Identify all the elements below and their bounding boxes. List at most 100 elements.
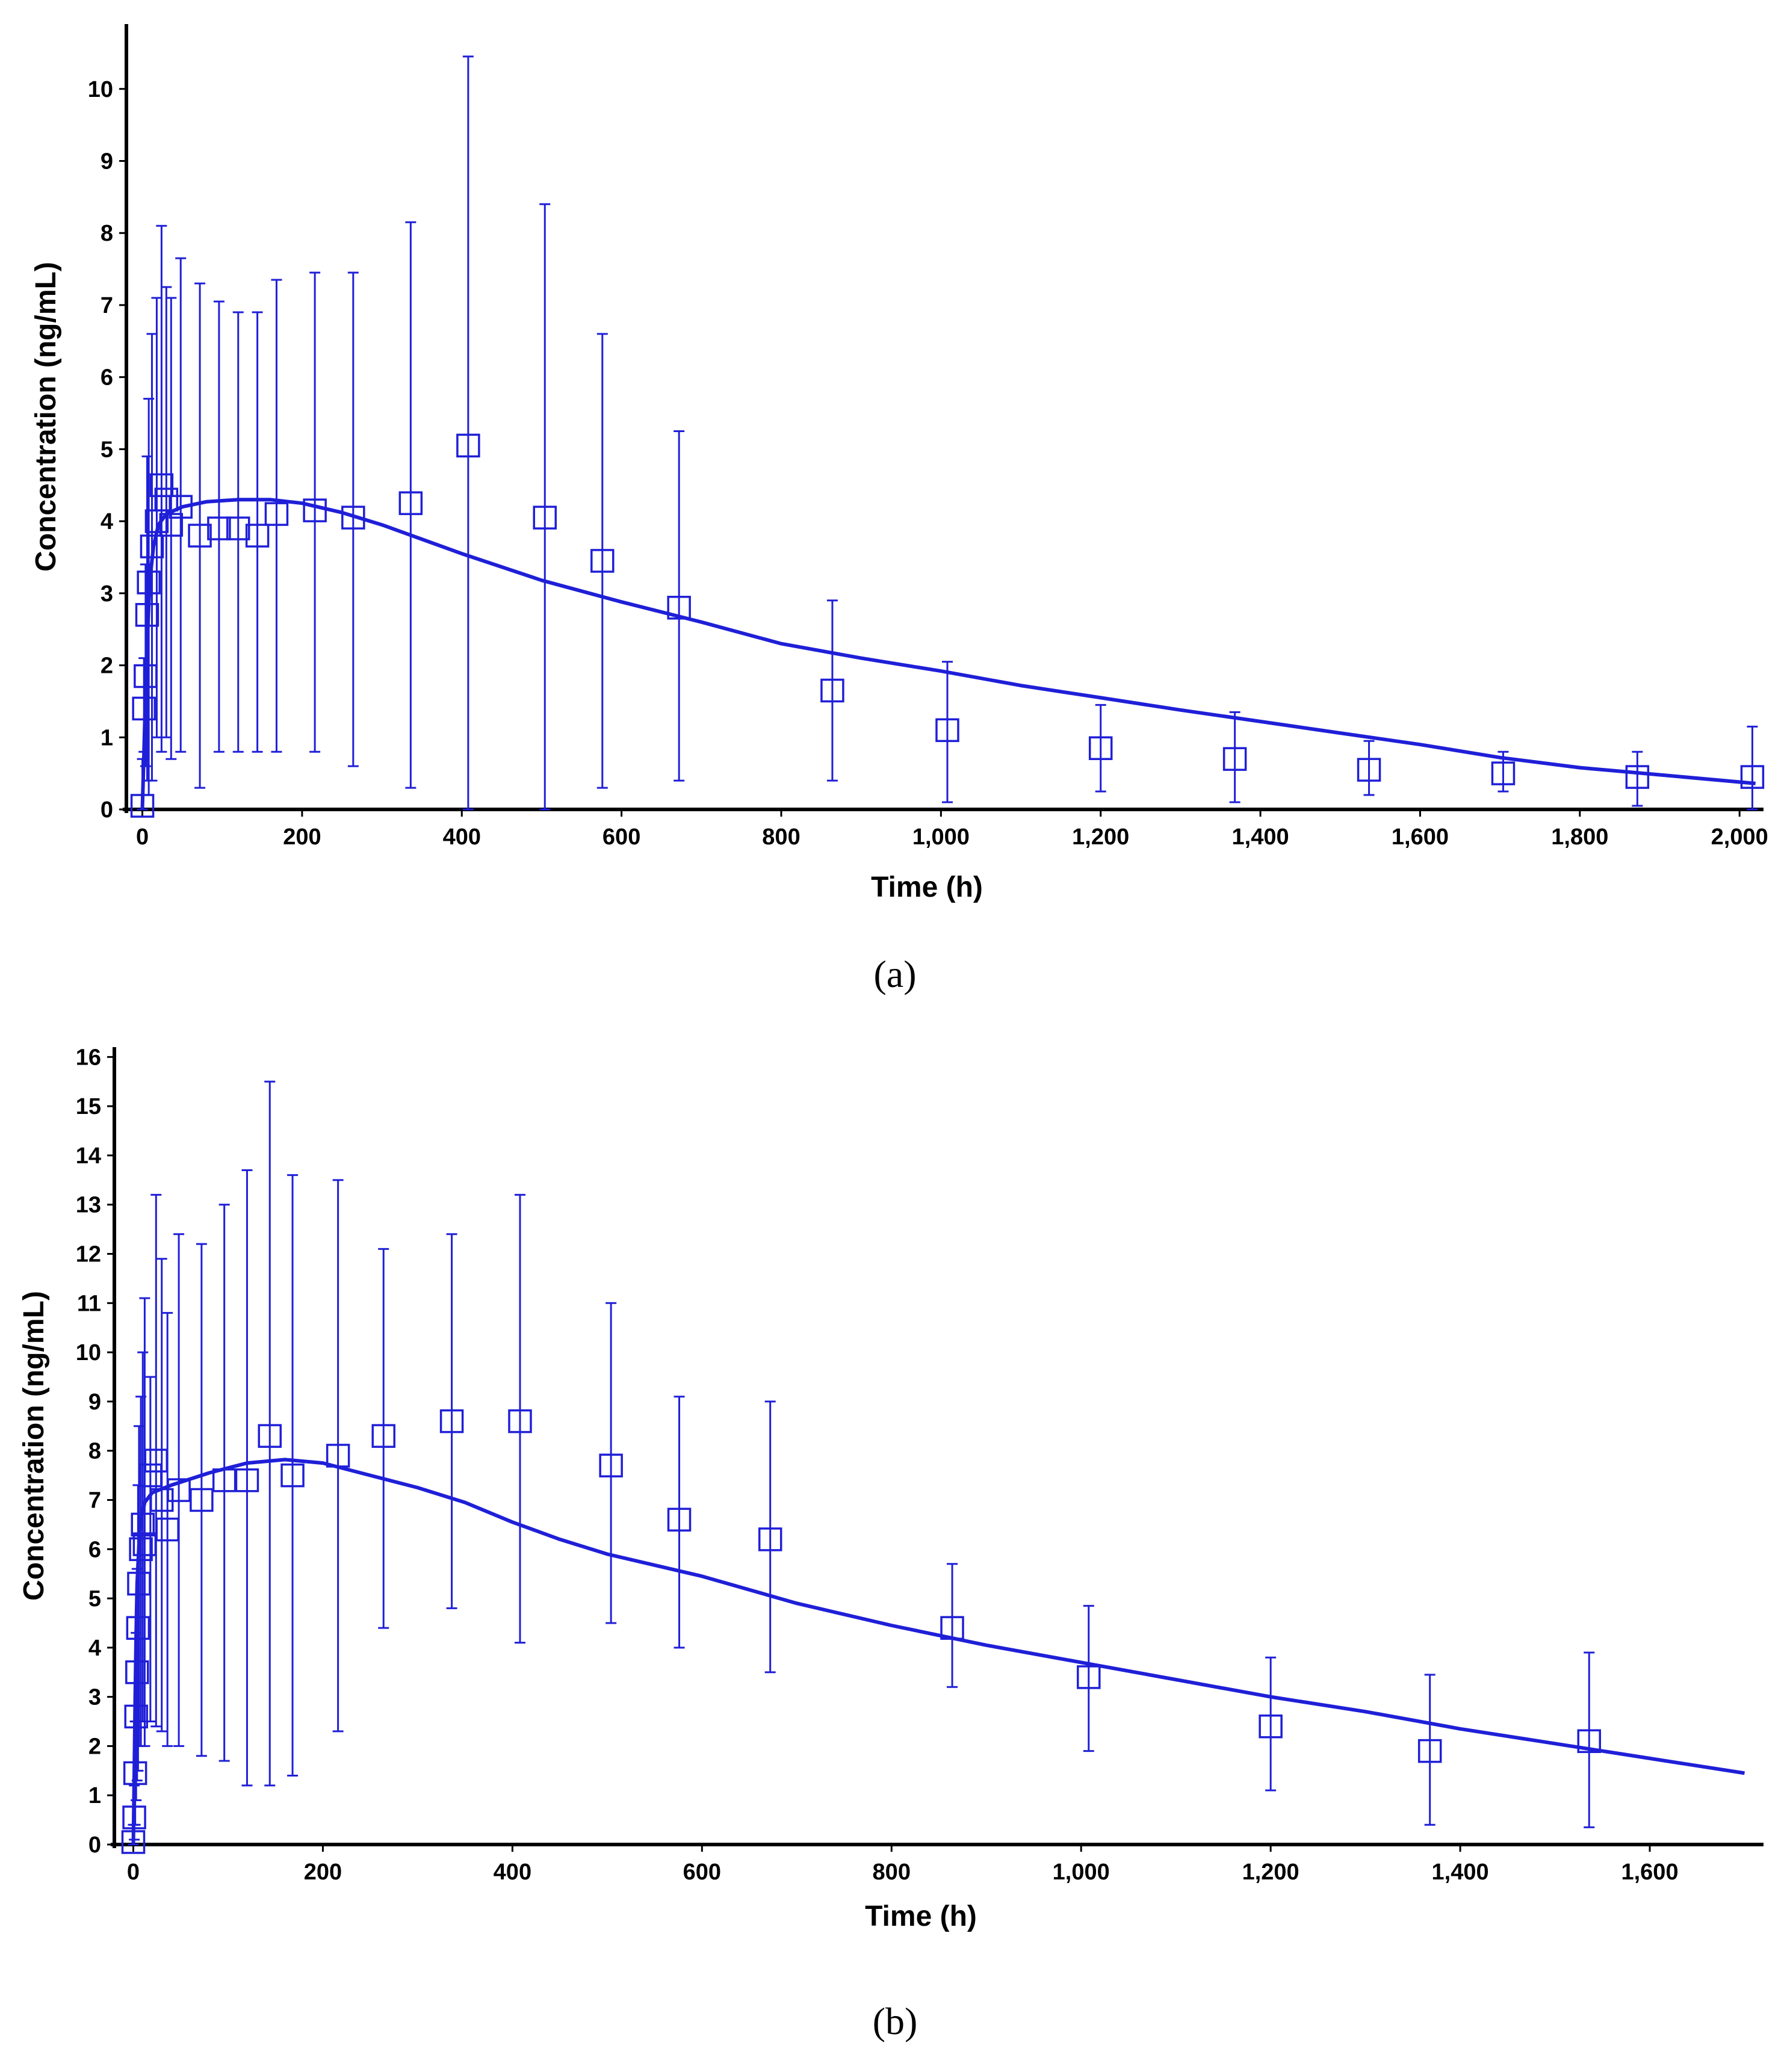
data-point	[439, 1233, 464, 1609]
data-marker	[533, 506, 557, 530]
x-tick-label: 1,000	[1053, 1860, 1110, 1885]
data-point	[1357, 740, 1381, 796]
data-point	[590, 333, 615, 789]
data-point	[169, 257, 193, 753]
y-axis-label: Concentration (ng/mL)	[30, 262, 62, 572]
x-tick-label: 400	[443, 824, 481, 850]
data-marker	[167, 1478, 191, 1502]
y-tick-label: 0	[101, 797, 113, 823]
y-tick-label: 15	[76, 1094, 101, 1119]
data-marker	[154, 487, 179, 512]
data-marker	[1491, 761, 1516, 785]
x-tick-label: 1,200	[1072, 824, 1129, 850]
data-marker	[226, 516, 250, 540]
x-tick-label: 1,600	[1621, 1860, 1678, 1885]
data-marker	[590, 549, 615, 573]
data-point	[533, 203, 557, 811]
x-tick-label: 1,200	[1242, 1860, 1299, 1885]
data-point	[758, 1400, 782, 1674]
data-marker	[1577, 1729, 1602, 1753]
data-point	[303, 271, 327, 753]
data-point	[188, 282, 212, 789]
data-point	[326, 1179, 350, 1733]
data-point	[1417, 1674, 1442, 1826]
y-tick-label: 13	[76, 1193, 101, 1218]
data-point	[190, 1243, 214, 1757]
data-point	[144, 1193, 169, 1728]
y-tick-label: 8	[88, 1439, 101, 1464]
y-tick-label: 0	[88, 1832, 101, 1858]
data-marker	[371, 1424, 395, 1448]
data-marker	[456, 433, 480, 458]
x-tick-label: 1,400	[1232, 824, 1289, 850]
x-axis-label: Time (h)	[865, 1900, 977, 1932]
data-point	[258, 1080, 282, 1787]
x-tick-label: 1,600	[1392, 824, 1449, 850]
y-tick-label: 2	[101, 654, 113, 679]
x-tick-label: 200	[283, 824, 321, 850]
y-tick-label: 3	[88, 1685, 101, 1710]
data-point	[159, 297, 184, 760]
data-marker	[508, 1409, 532, 1433]
data-marker	[149, 473, 174, 497]
y-tick-label: 4	[88, 1636, 101, 1661]
data-point	[280, 1174, 305, 1777]
x-tick-label: 2,000	[1711, 824, 1768, 850]
model-curve	[140, 498, 1756, 810]
data-marker	[667, 596, 691, 620]
data-point	[456, 55, 480, 811]
x-axis-label: Time (h)	[871, 871, 983, 903]
data-point	[155, 1312, 179, 1747]
y-tick-label: 7	[101, 293, 113, 318]
y-tick-label: 5	[88, 1586, 101, 1612]
data-marker	[667, 1508, 692, 1532]
y-tick-label: 2	[88, 1734, 101, 1759]
model-curve	[131, 1458, 1745, 1845]
data-marker	[1088, 736, 1113, 760]
data-point	[235, 1169, 259, 1787]
y-tick-label: 10	[88, 77, 113, 102]
x-tick-label: 0	[136, 824, 149, 850]
chart-caption: (b)	[873, 2000, 918, 2043]
y-tick-label: 3	[101, 581, 113, 607]
data-point	[245, 311, 270, 753]
data-point	[667, 430, 691, 782]
data-marker	[599, 1453, 623, 1477]
y-tick-label: 1	[101, 725, 113, 750]
chart-caption: (a)	[873, 953, 916, 995]
data-marker	[188, 524, 212, 548]
y-tick-label: 9	[88, 1390, 101, 1415]
data-marker	[245, 524, 270, 548]
chart-a: 0 1 2 3 4 5 6 7 8 9 10 0 200 400 600 800 1,000 1,200 1,400…	[30, 24, 1768, 995]
data-marker	[1625, 765, 1650, 789]
data-point	[149, 1258, 174, 1733]
data-marker	[1077, 1665, 1101, 1689]
data-point	[1088, 704, 1113, 793]
data-point	[371, 1248, 395, 1629]
x-tick-label: 400	[494, 1860, 531, 1885]
data-marker	[264, 502, 289, 526]
x-tick-label: 1,800	[1551, 824, 1608, 850]
data-marker	[758, 1527, 782, 1551]
y-axis-label: Concentration (ng/mL)	[18, 1291, 50, 1601]
data-point	[398, 221, 423, 789]
y-tick-label: 12	[76, 1242, 101, 1267]
data-point	[667, 1396, 692, 1649]
y-tick-label: 16	[76, 1045, 101, 1070]
data-point	[1577, 1651, 1602, 1828]
y-tick-label: 8	[101, 221, 113, 246]
data-point	[935, 661, 959, 803]
data-point	[1077, 1604, 1101, 1752]
data-marker	[820, 678, 844, 703]
y-tick-label: 5	[101, 437, 113, 462]
data-point	[264, 279, 289, 753]
data-point	[207, 300, 231, 753]
x-tick-label: 1,400	[1432, 1860, 1489, 1885]
data-marker	[169, 495, 193, 519]
x-tick-label: 200	[304, 1860, 342, 1885]
data-marker	[1259, 1714, 1283, 1739]
x-tick-label: 800	[873, 1860, 911, 1885]
y-tick-label: 7	[88, 1488, 101, 1513]
data-marker	[1357, 758, 1381, 782]
